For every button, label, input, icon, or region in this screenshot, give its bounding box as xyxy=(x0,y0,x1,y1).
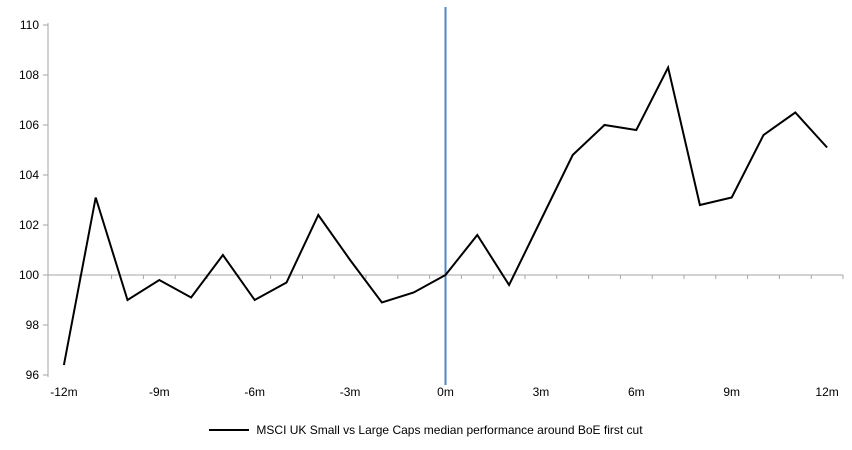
series-line xyxy=(62,64,828,366)
x-tick-label: 0m xyxy=(437,385,454,399)
legend-label: MSCI UK Small vs Large Caps median perfo… xyxy=(256,423,643,437)
x-tick-label: 12m xyxy=(815,385,838,399)
x-tick-label: -12m xyxy=(50,385,77,399)
y-tick-label: 100 xyxy=(19,268,39,282)
x-tick-label: 9m xyxy=(723,385,740,399)
x-tick-label: 6m xyxy=(628,385,645,399)
y-tick-label: 110 xyxy=(20,18,39,32)
legend-line-marker xyxy=(209,429,250,431)
y-tick-label: 102 xyxy=(19,218,39,232)
y-tick-label: 104 xyxy=(19,168,39,182)
x-tick-label: -6m xyxy=(244,385,265,399)
y-tick-label: 98 xyxy=(26,318,40,332)
x-tick-label: 3m xyxy=(533,385,550,399)
x-tick-label: -3m xyxy=(340,385,361,399)
y-tick-label: 108 xyxy=(19,68,39,82)
x-tick-label: -9m xyxy=(149,385,170,399)
y-tick-label: 96 xyxy=(26,368,40,382)
legend: MSCI UK Small vs Large Caps median perfo… xyxy=(0,419,852,441)
plot-area: 110 108 106 104 102 100 98 96 -12m -9m -6m -3m 0m 3m 6… xyxy=(19,7,844,399)
y-tick-label: 106 xyxy=(19,118,39,132)
